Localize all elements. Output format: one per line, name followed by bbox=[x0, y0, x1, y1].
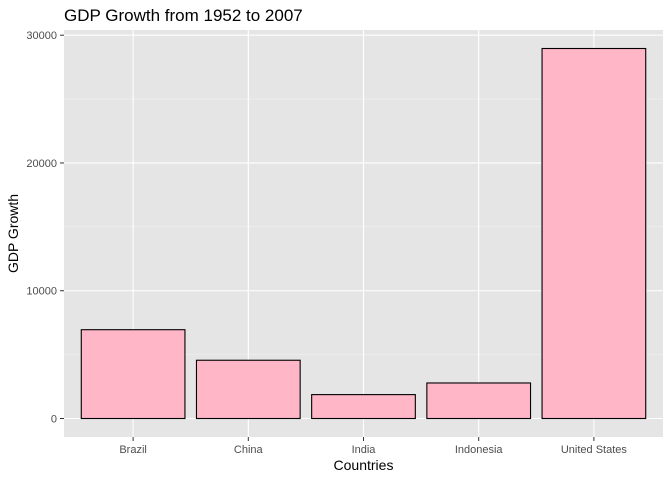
bar-brazil bbox=[80, 329, 186, 420]
y-axis-title: GDP Growth bbox=[5, 194, 21, 273]
y-axis: 0 10000 20000 30000 bbox=[26, 30, 64, 426]
y-tick-label: 10000 bbox=[26, 286, 57, 298]
bar-united-states bbox=[541, 47, 647, 420]
y-tick-label: 0 bbox=[51, 414, 57, 426]
y-tick-label: 20000 bbox=[26, 158, 57, 170]
x-tick-label: Brazil bbox=[119, 444, 147, 456]
bars bbox=[80, 47, 647, 420]
x-tick-label: Indonesia bbox=[455, 444, 504, 456]
bar-india bbox=[311, 394, 416, 420]
x-tick-label: China bbox=[234, 444, 264, 456]
chart-title: GDP Growth from 1952 to 2007 bbox=[64, 6, 303, 25]
grid-lines bbox=[64, 30, 663, 437]
x-axis-title: Countries bbox=[334, 457, 394, 473]
bar-china bbox=[195, 359, 301, 420]
x-axis: Brazil China India Indonesia United States bbox=[119, 437, 627, 456]
y-tick-label: 30000 bbox=[26, 30, 57, 42]
x-tick-label: India bbox=[352, 444, 377, 456]
bar-indonesia bbox=[426, 382, 532, 420]
x-tick-label: United States bbox=[561, 444, 628, 456]
